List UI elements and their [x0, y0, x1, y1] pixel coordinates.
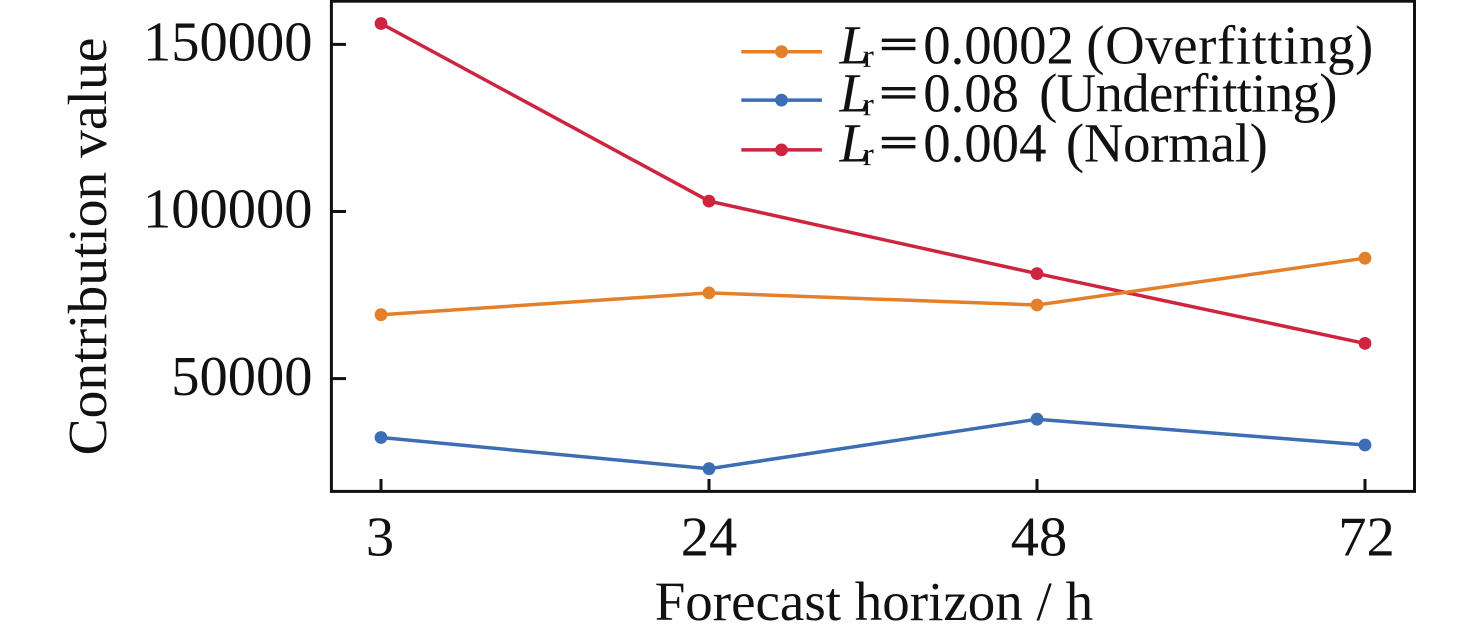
svg-text:0.0002: 0.0002	[923, 14, 1074, 75]
svg-text:50000: 50000	[171, 346, 312, 408]
svg-text:L: L	[839, 63, 870, 124]
svg-text:(Overfitting): (Overfitting)	[1086, 14, 1373, 75]
svg-text:(Underfitting): (Underfitting)	[1039, 63, 1337, 124]
svg-text:24: 24	[681, 507, 738, 569]
svg-text:150000: 150000	[143, 12, 313, 74]
svg-text:48: 48	[1011, 507, 1068, 569]
svg-text:Contribution value: Contribution value	[58, 38, 119, 456]
svg-text:3: 3	[366, 507, 394, 569]
svg-text:Forecast horizon / h: Forecast horizon / h	[655, 571, 1093, 632]
svg-text:(Normal): (Normal)	[1066, 113, 1268, 174]
svg-text:100000: 100000	[143, 179, 313, 241]
svg-text:0.004: 0.004	[923, 113, 1046, 174]
svg-text:L: L	[839, 113, 870, 174]
svg-text:L: L	[839, 14, 870, 75]
svg-text:0.08: 0.08	[923, 63, 1019, 124]
svg-text:72: 72	[1338, 507, 1395, 569]
